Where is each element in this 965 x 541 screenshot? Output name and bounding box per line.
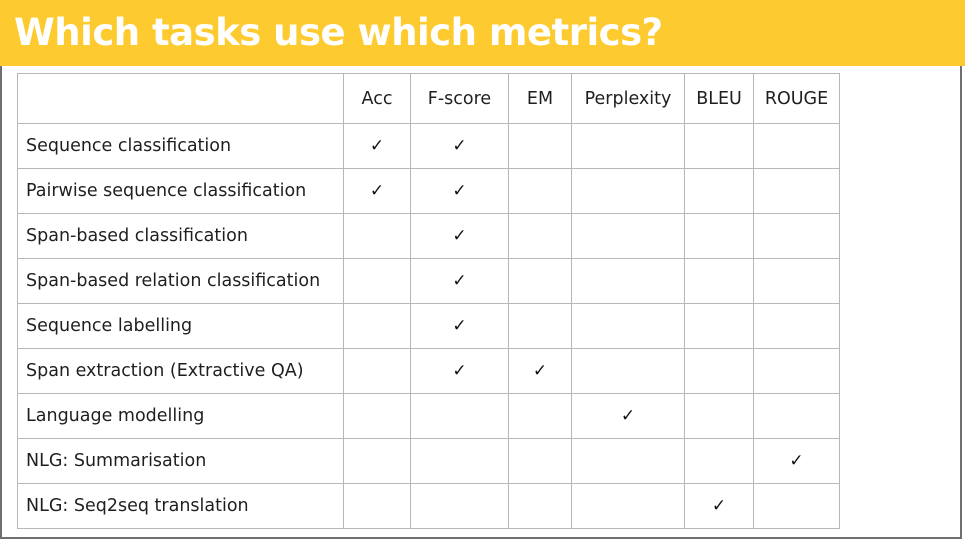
cell-rouge <box>753 393 840 439</box>
task-cell: Span-based relation classification <box>17 258 344 304</box>
header-cell-bleu: BLEU <box>684 73 754 124</box>
cell-rouge: ✓ <box>753 438 840 484</box>
slide-title: Which tasks use which metrics? <box>14 11 663 54</box>
cell-em <box>508 438 572 484</box>
cell-acc: ✓ <box>343 123 411 169</box>
check-icon: ✓ <box>620 406 636 426</box>
check-icon: ✓ <box>452 316 467 336</box>
cell-f-score: ✓ <box>410 258 509 304</box>
cell-acc <box>343 258 411 304</box>
cell-em <box>508 393 572 439</box>
cell-rouge <box>753 213 840 259</box>
cell-bleu <box>684 438 754 484</box>
table-row: Pairwise sequence classification ✓ ✓ <box>17 168 840 214</box>
metrics-table: Acc F-score EM Perplexity BLEU ROUGE Seq… <box>17 73 840 529</box>
check-icon: ✓ <box>532 361 548 381</box>
check-icon: ✓ <box>452 226 467 246</box>
cell-perplexity <box>571 213 685 259</box>
cell-perplexity <box>571 123 685 169</box>
check-icon: ✓ <box>789 451 804 471</box>
cell-em <box>508 123 572 169</box>
cell-f-score: ✓ <box>410 348 509 394</box>
table-row: Span-based relation classification ✓ <box>17 258 840 304</box>
header-cell-acc: Acc <box>343 73 411 124</box>
cell-em <box>508 168 572 214</box>
cell-rouge <box>753 168 840 214</box>
cell-em <box>508 483 572 529</box>
header-cell-task <box>17 73 344 124</box>
task-cell: NLG: Seq2seq translation <box>17 483 344 529</box>
check-icon: ✓ <box>452 181 467 201</box>
check-icon: ✓ <box>452 361 467 381</box>
cell-bleu <box>684 258 754 304</box>
title-bar: Which tasks use which metrics? <box>0 0 965 66</box>
header-cell-f-score: F-score <box>410 73 509 124</box>
task-cell: NLG: Summarisation <box>17 438 344 484</box>
cell-f-score <box>410 483 509 529</box>
cell-em <box>508 213 572 259</box>
cell-perplexity <box>571 348 685 394</box>
cell-rouge <box>753 303 840 349</box>
cell-bleu: ✓ <box>684 483 754 529</box>
cell-acc: ✓ <box>343 168 411 214</box>
cell-bleu <box>684 123 754 169</box>
cell-em <box>508 258 572 304</box>
cell-bleu <box>684 168 754 214</box>
table-row: Sequence labelling ✓ <box>17 303 840 349</box>
cell-bleu <box>684 303 754 349</box>
cell-em: ✓ <box>508 348 572 394</box>
cell-rouge <box>753 258 840 304</box>
cell-perplexity <box>571 483 685 529</box>
task-cell: Sequence labelling <box>17 303 344 349</box>
check-icon: ✓ <box>711 496 727 516</box>
task-cell: Pairwise sequence classification <box>17 168 344 214</box>
cell-bleu <box>684 348 754 394</box>
task-cell: Span-based classification <box>17 213 344 259</box>
cell-perplexity <box>571 168 685 214</box>
cell-f-score: ✓ <box>410 213 509 259</box>
table-row: Sequence classification ✓ ✓ <box>17 123 840 169</box>
cell-acc <box>343 438 411 484</box>
cell-rouge <box>753 123 840 169</box>
cell-f-score <box>410 438 509 484</box>
task-cell: Sequence classification <box>17 123 344 169</box>
check-icon: ✓ <box>452 271 467 291</box>
cell-acc <box>343 303 411 349</box>
table-row: NLG: Summarisation ✓ <box>17 438 840 484</box>
table-row: Span-based classification ✓ <box>17 213 840 259</box>
cell-perplexity: ✓ <box>571 393 685 439</box>
check-icon: ✓ <box>369 136 385 156</box>
header-cell-perplexity: Perplexity <box>571 73 685 124</box>
table-row: Language modelling ✓ <box>17 393 840 439</box>
check-icon: ✓ <box>452 136 467 156</box>
cell-acc <box>343 393 411 439</box>
table-body: Sequence classification ✓ ✓ Pairwise sequen… <box>17 123 840 529</box>
check-icon: ✓ <box>369 181 385 201</box>
table-row: NLG: Seq2seq translation ✓ <box>17 483 840 529</box>
task-cell: Language modelling <box>17 393 344 439</box>
cell-em <box>508 303 572 349</box>
cell-acc <box>343 348 411 394</box>
slide-frame <box>0 66 962 539</box>
table-header: Acc F-score EM Perplexity BLEU ROUGE <box>17 73 840 124</box>
cell-acc <box>343 213 411 259</box>
cell-f-score <box>410 393 509 439</box>
cell-rouge <box>753 348 840 394</box>
header-cell-em: EM <box>508 73 572 124</box>
cell-f-score: ✓ <box>410 123 509 169</box>
cell-f-score: ✓ <box>410 168 509 214</box>
cell-f-score: ✓ <box>410 303 509 349</box>
cell-bleu <box>684 393 754 439</box>
cell-perplexity <box>571 438 685 484</box>
table-row: Span extraction (Extractive QA) ✓ ✓ <box>17 348 840 394</box>
cell-perplexity <box>571 303 685 349</box>
cell-bleu <box>684 213 754 259</box>
header-cell-rouge: ROUGE <box>753 73 840 124</box>
task-cell: Span extraction (Extractive QA) <box>17 348 344 394</box>
cell-acc <box>343 483 411 529</box>
cell-perplexity <box>571 258 685 304</box>
cell-rouge <box>753 483 840 529</box>
header-row: Acc F-score EM Perplexity BLEU ROUGE <box>17 73 840 124</box>
